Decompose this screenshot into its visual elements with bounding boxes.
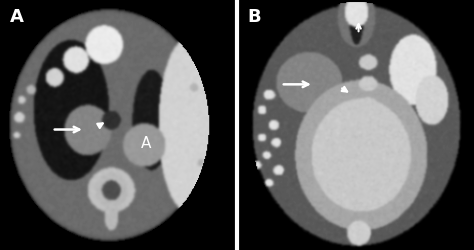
Text: A: A xyxy=(9,8,23,26)
Text: B: B xyxy=(248,8,262,26)
Text: A: A xyxy=(141,135,151,150)
